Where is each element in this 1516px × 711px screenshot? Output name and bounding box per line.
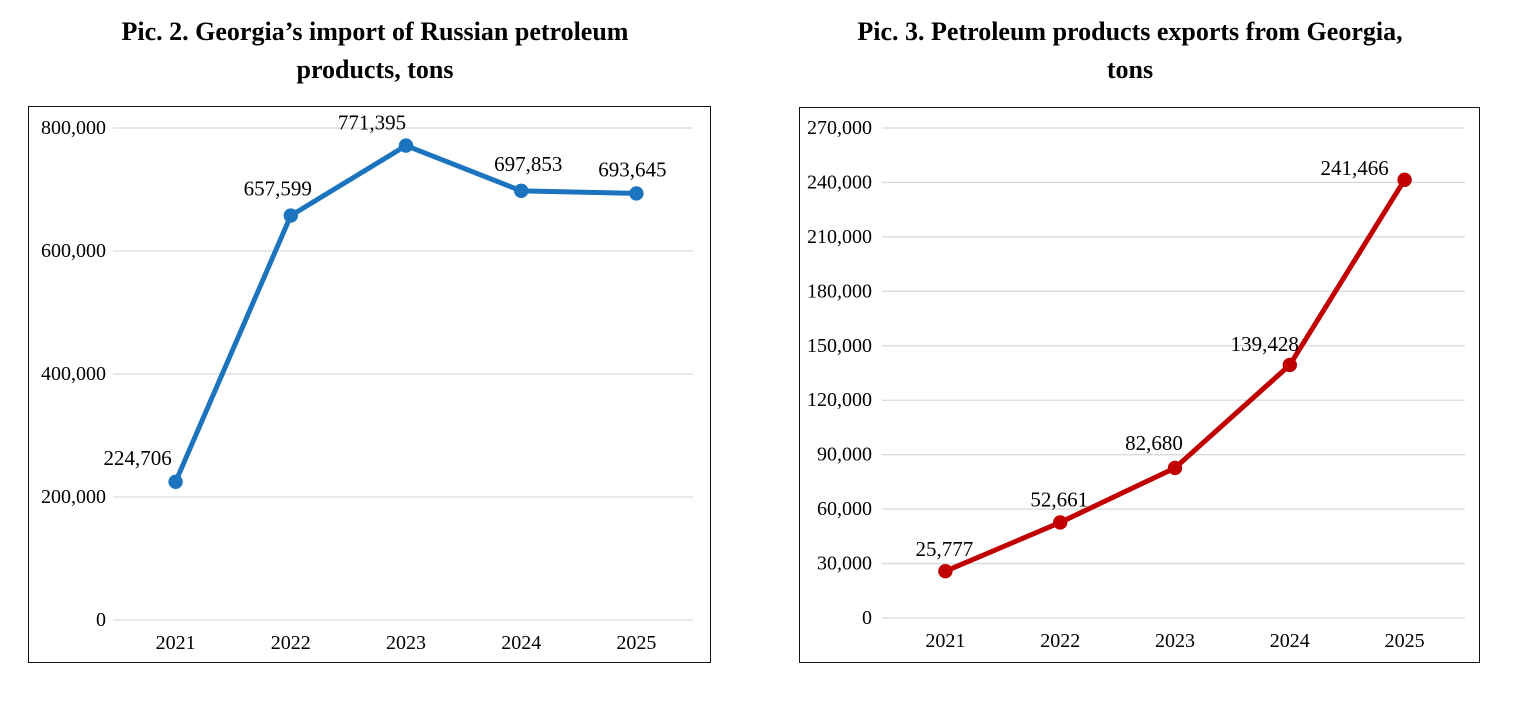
x-axis-tick-label: 2022 bbox=[1040, 630, 1080, 652]
data-point-label: 25,777 bbox=[916, 537, 974, 561]
data-point-label: 52,661 bbox=[1030, 487, 1088, 511]
data-point-label: 224,706 bbox=[103, 446, 171, 470]
import-chart-title-line1: Pic. 2. Georgia’s import of Russian petr… bbox=[121, 17, 629, 46]
y-axis-tick-label: 400,000 bbox=[41, 363, 106, 385]
y-axis-tick-label: 0 bbox=[96, 609, 106, 631]
y-axis-tick-label: 200,000 bbox=[41, 486, 106, 508]
import-line-chart: 0 200,000 400,000 600,000 800,000 2021 2022 202… bbox=[28, 106, 711, 663]
export-chart-title-line2: tons bbox=[1106, 55, 1154, 84]
data-point-marker bbox=[398, 138, 414, 153]
y-axis-tick-label: 210,000 bbox=[807, 226, 872, 248]
import-line-chart-plot: 0 200,000 400,000 600,000 800,000 2021 2022 202… bbox=[41, 111, 693, 654]
export-line-chart-plot: 0 30,000 60,000 90,000 120,000 150,000 180,000… bbox=[807, 117, 1465, 652]
data-point-label: 82,680 bbox=[1125, 431, 1183, 455]
data-point-label: 657,599 bbox=[244, 177, 312, 201]
export-chart-title-line1: Pic. 3. Petroleum products exports from … bbox=[857, 17, 1403, 46]
x-axis-tick-label: 2025 bbox=[616, 632, 656, 654]
y-axis-tick-label: 800,000 bbox=[41, 117, 106, 139]
series-line bbox=[942, 177, 1408, 574]
x-axis-tick-label: 2021 bbox=[925, 630, 965, 652]
x-axis-tick-label: 2025 bbox=[1385, 630, 1425, 652]
x-axis-tick-label: 2021 bbox=[156, 632, 196, 654]
data-point-label: 771,395 bbox=[338, 111, 406, 135]
y-axis-tick-label: 30,000 bbox=[817, 553, 872, 575]
y-axis-tick-label: 120,000 bbox=[807, 389, 872, 411]
export-chart-title: Pic. 3. Petroleum products exports from … bbox=[758, 13, 1502, 89]
x-axis-tick-label: 2024 bbox=[1270, 630, 1310, 652]
data-point-marker bbox=[514, 183, 529, 199]
y-axis-tick-label: 270,000 bbox=[807, 117, 872, 139]
y-axis-tick-label: 240,000 bbox=[807, 171, 872, 193]
data-point-marker bbox=[1282, 357, 1297, 373]
data-point-marker bbox=[1167, 460, 1183, 476]
data-point-label: 139,428 bbox=[1231, 332, 1299, 356]
data-point-marker bbox=[629, 186, 644, 201]
data-point-label: 697,853 bbox=[494, 152, 562, 176]
y-axis-tick-label: 0 bbox=[862, 607, 872, 629]
data-point-marker bbox=[283, 208, 298, 223]
data-point-label: 241,466 bbox=[1320, 156, 1388, 180]
x-axis-tick-label: 2024 bbox=[501, 632, 541, 654]
export-line-chart: 0 30,000 60,000 90,000 120,000 150,000 180,000… bbox=[799, 107, 1480, 663]
data-point-marker bbox=[1397, 172, 1412, 187]
y-axis-tick-label: 90,000 bbox=[817, 444, 872, 466]
x-axis-tick-label: 2023 bbox=[1155, 630, 1195, 652]
x-axis-tick-label: 2023 bbox=[386, 632, 426, 654]
data-point-marker bbox=[1053, 515, 1068, 530]
y-axis-tick-label: 600,000 bbox=[41, 240, 106, 262]
y-axis-tick-label: 150,000 bbox=[807, 335, 872, 357]
import-chart-title-line2: products, tons bbox=[296, 55, 454, 84]
data-point-marker bbox=[938, 564, 953, 579]
y-axis-tick-label: 180,000 bbox=[807, 280, 872, 302]
x-axis-tick-label: 2022 bbox=[271, 632, 311, 654]
y-axis-tick-label: 60,000 bbox=[817, 498, 872, 520]
data-point-marker bbox=[168, 474, 183, 490]
import-chart-title: Pic. 2. Georgia’s import of Russian petr… bbox=[0, 13, 750, 89]
data-point-label: 693,645 bbox=[598, 157, 666, 181]
